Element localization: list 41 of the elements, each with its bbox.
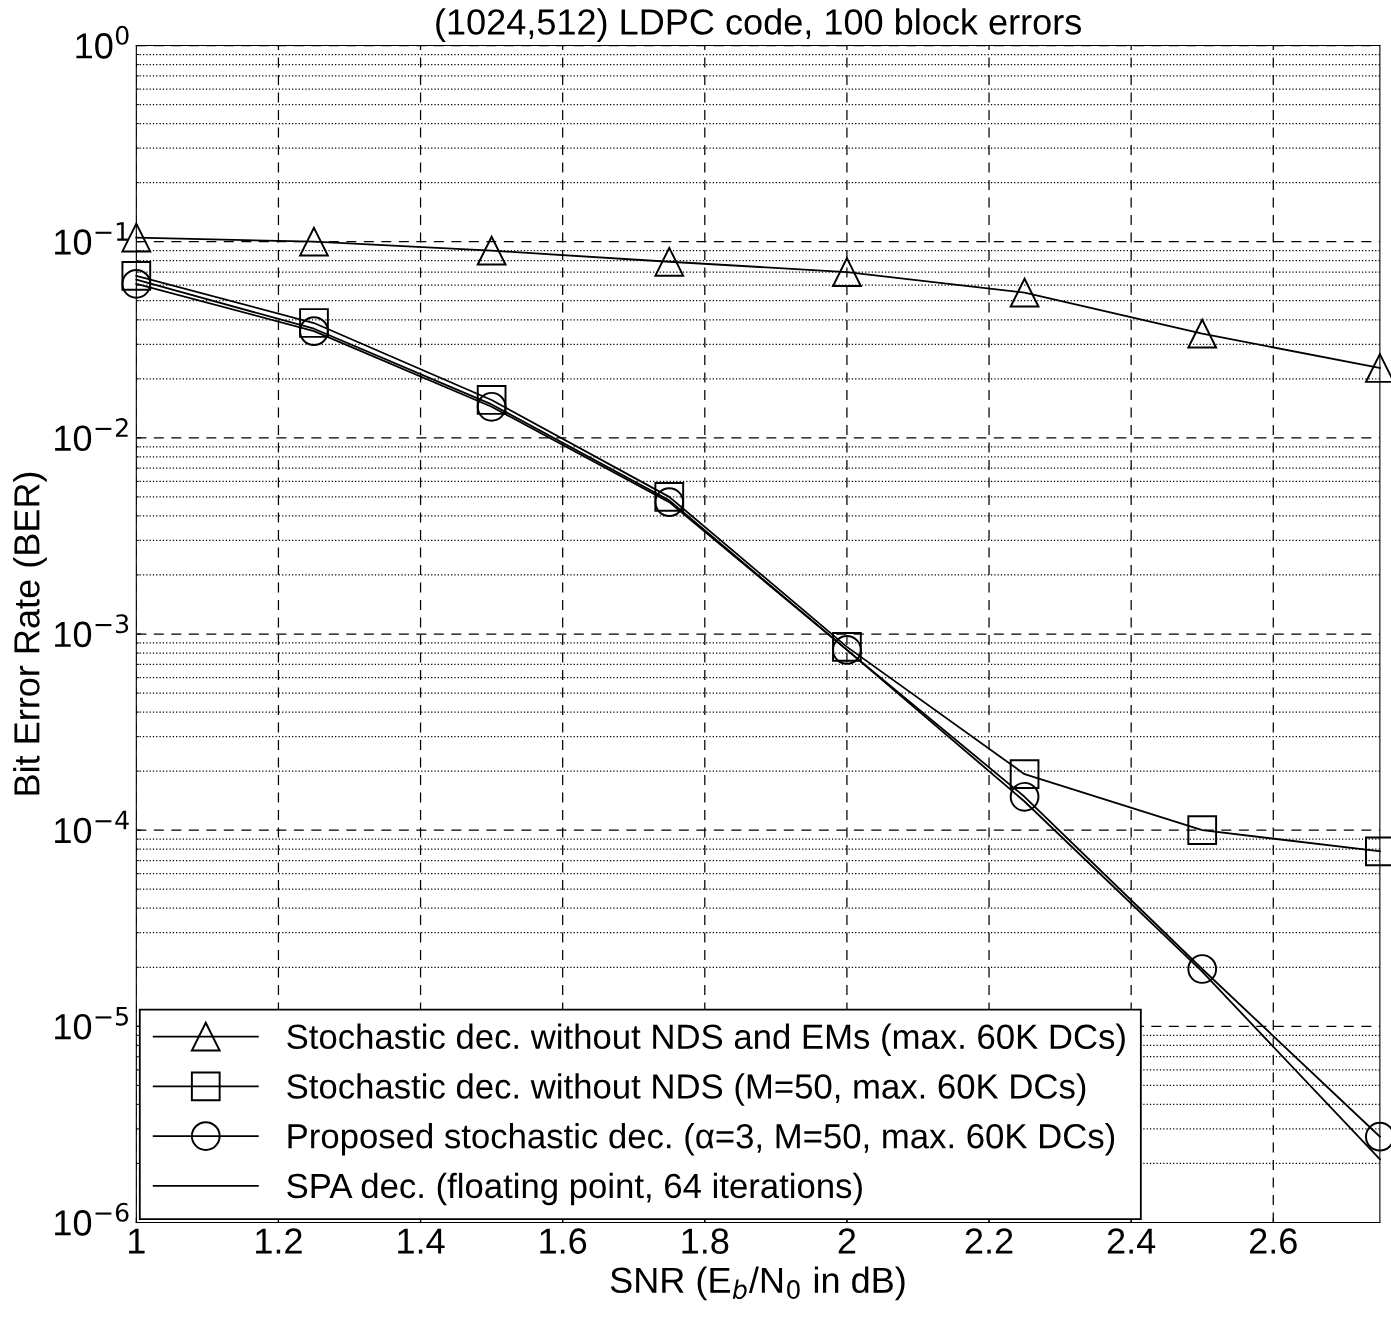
point — [1187, 954, 1218, 984]
y-tick-label: 10$^{−2}$ — [55, 418, 128, 452]
x-tick-label: 2.6 — [1250, 1228, 1297, 1254]
point — [1009, 781, 1040, 812]
legend-label: SPA dec. (floating point, 64 iterations) — [287, 1172, 862, 1206]
point — [1187, 815, 1218, 846]
legend-label: Stochastic dec. without NDS and EMs (max. 60K DCs) — [287, 1023, 1125, 1056]
point — [1009, 277, 1040, 308]
x-axis-title: SNR (E$_{b}$/N$_{0}$ in dB) — [610, 1266, 905, 1301]
x-tick-label: 1.2 — [256, 1228, 302, 1254]
y-tick-label: 10$^{−1}$ — [55, 222, 128, 255]
chart-title: (1024,512) LDPC code, 100 block errors — [436, 8, 1081, 42]
y-tick-label: 10$^{−5}$ — [55, 1006, 128, 1040]
y-tick-label: 10$^{−6}$ — [55, 1202, 129, 1236]
point — [299, 308, 329, 338]
point — [299, 226, 329, 257]
point — [1009, 759, 1040, 790]
x-tick-label: 1 — [129, 1228, 145, 1254]
x-tick-label: 1.8 — [682, 1228, 729, 1254]
point — [654, 482, 685, 512]
x-tick-label: 2.2 — [965, 1228, 1013, 1254]
x-tick-label: 1.4 — [398, 1228, 445, 1254]
point — [654, 487, 685, 518]
point — [299, 316, 329, 346]
y-axis-title: Bit Error Rate (BER) — [13, 472, 47, 795]
x-tick-label: 1.6 — [540, 1228, 587, 1254]
point — [832, 257, 862, 287]
point — [476, 235, 507, 266]
y-tick-label: 10$^{0}$ — [76, 25, 129, 59]
legend-label: Proposed stochastic dec. (α=3, M=50, max. 60K DCs) — [288, 1123, 1115, 1156]
x-tick-label: 2 — [838, 1228, 856, 1254]
point — [654, 246, 685, 277]
point — [476, 385, 507, 415]
legend-label: Stochastic dec. without NDS (M=50, max. 60K DCs) — [287, 1073, 1086, 1106]
point — [121, 268, 152, 299]
point — [1187, 318, 1218, 349]
point — [476, 391, 507, 422]
y-tick-label: 10$^{−4}$ — [55, 810, 129, 844]
y-tick-label: 10$^{−3}$ — [55, 614, 129, 648]
x-tick-label: 2.4 — [1107, 1228, 1156, 1254]
point — [121, 260, 152, 291]
